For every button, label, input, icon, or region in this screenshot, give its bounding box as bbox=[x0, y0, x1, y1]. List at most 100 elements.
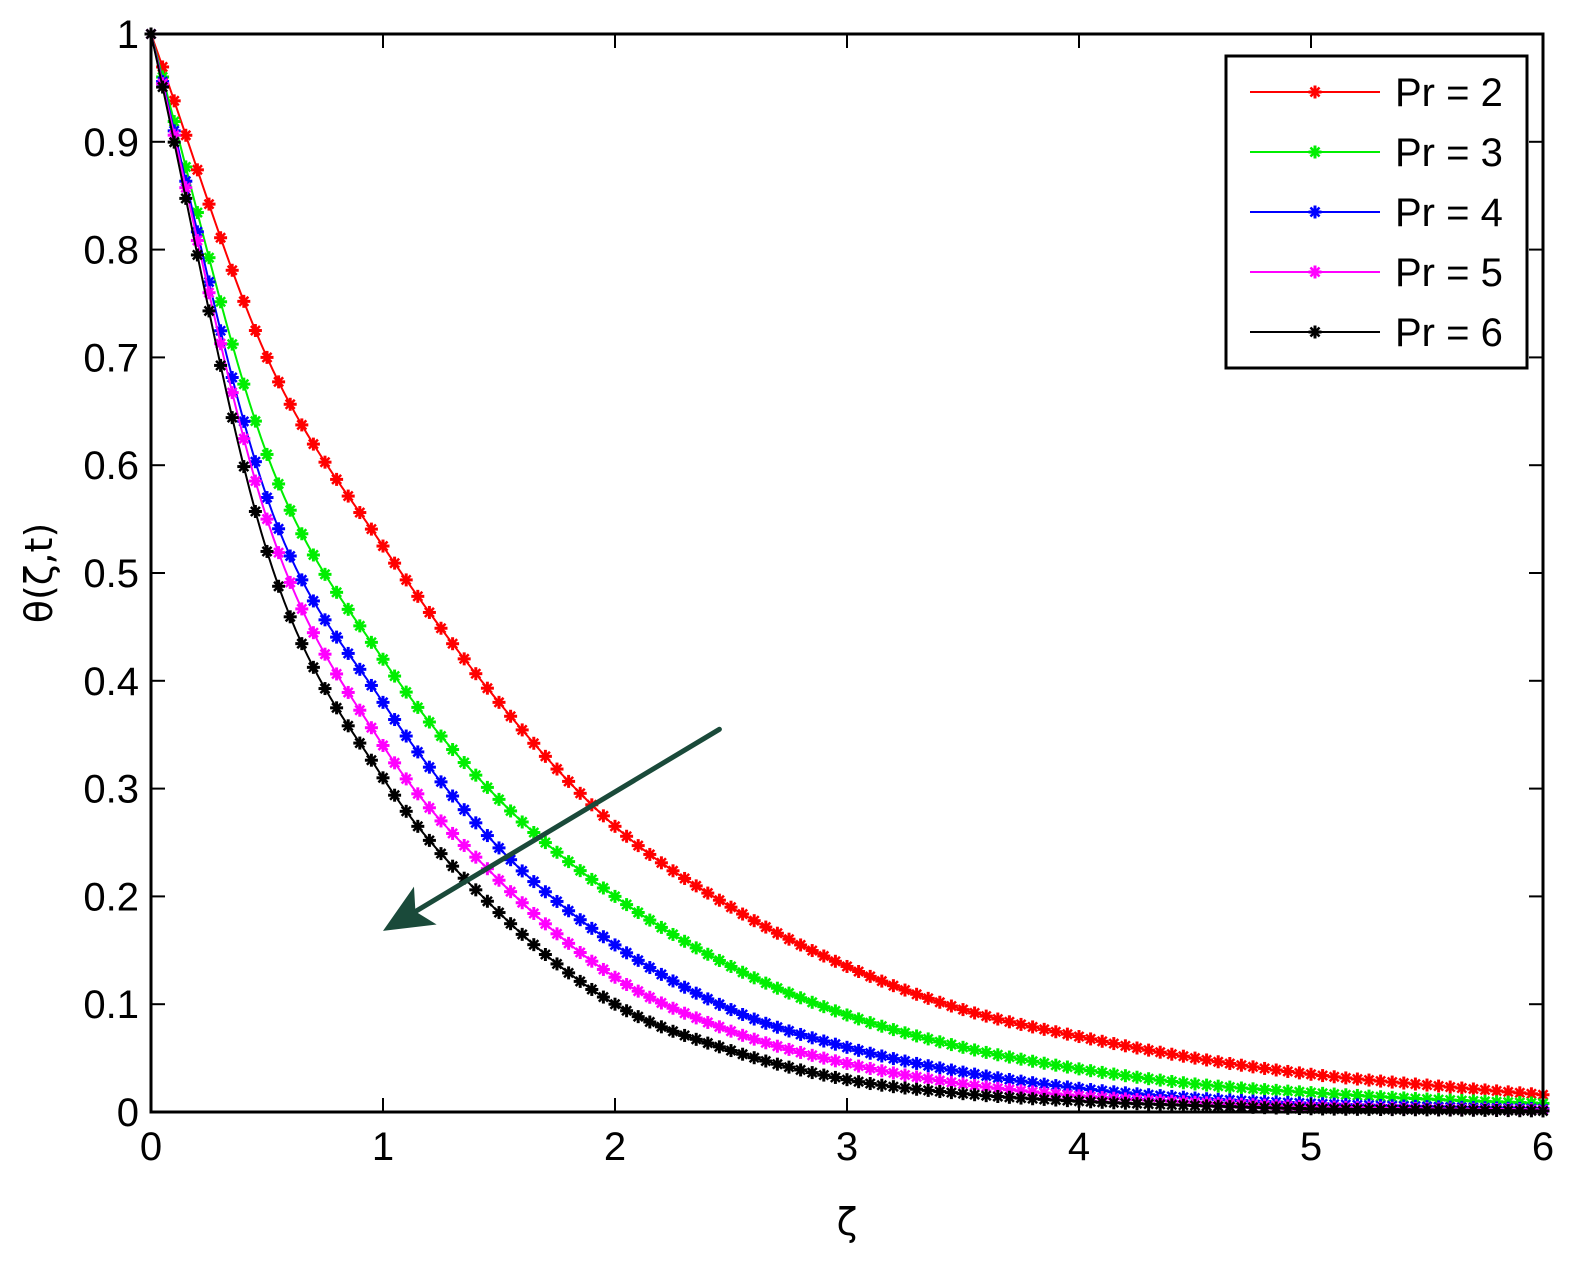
series-marker bbox=[515, 815, 529, 829]
series-marker bbox=[910, 1082, 924, 1096]
series-marker bbox=[678, 1028, 692, 1042]
series-marker bbox=[504, 917, 518, 931]
series-marker bbox=[1072, 1030, 1086, 1044]
series-marker bbox=[933, 1035, 947, 1049]
series-marker bbox=[411, 819, 425, 833]
legend-marker bbox=[1308, 205, 1322, 219]
series-marker bbox=[782, 1024, 796, 1038]
series-marker bbox=[260, 350, 274, 364]
series-marker bbox=[446, 826, 460, 840]
series-marker bbox=[295, 418, 309, 432]
series-marker bbox=[956, 1065, 970, 1079]
series-marker bbox=[562, 904, 576, 918]
series-marker bbox=[318, 567, 332, 581]
series-marker bbox=[678, 1006, 692, 1020]
series-marker bbox=[272, 579, 286, 593]
series-marker bbox=[933, 1085, 947, 1099]
series-marker bbox=[654, 1020, 668, 1034]
series-marker bbox=[747, 1051, 761, 1065]
series-marker bbox=[770, 981, 784, 995]
series-marker bbox=[736, 1008, 750, 1022]
series-marker bbox=[469, 883, 483, 897]
series-marker bbox=[480, 894, 494, 908]
series-marker bbox=[492, 841, 506, 855]
series-marker bbox=[411, 589, 425, 603]
series-marker bbox=[782, 932, 796, 946]
series-marker bbox=[1049, 1025, 1063, 1039]
series-marker bbox=[306, 594, 320, 608]
x-tick-label: 0 bbox=[140, 1125, 162, 1169]
series-marker bbox=[469, 816, 483, 830]
series-marker bbox=[527, 875, 541, 889]
series-marker bbox=[1211, 1099, 1225, 1113]
series-marker bbox=[341, 489, 355, 503]
series-marker bbox=[1304, 1067, 1318, 1081]
series-marker bbox=[979, 1045, 993, 1059]
series-marker bbox=[666, 1001, 680, 1015]
series-marker bbox=[538, 885, 552, 899]
series-marker bbox=[214, 358, 228, 372]
series-marker bbox=[840, 959, 854, 973]
series-marker bbox=[1246, 1060, 1260, 1074]
series-marker bbox=[1211, 1079, 1225, 1093]
series-marker bbox=[1002, 1015, 1016, 1029]
y-tick-label: 0.2 bbox=[83, 875, 139, 919]
series-marker bbox=[1200, 1053, 1214, 1067]
series-marker bbox=[654, 920, 668, 934]
series-marker bbox=[515, 896, 529, 910]
y-tick-label: 0.8 bbox=[83, 229, 139, 273]
series-marker bbox=[863, 1046, 877, 1060]
series-marker bbox=[306, 548, 320, 562]
series-marker bbox=[341, 719, 355, 733]
series-marker bbox=[1107, 1096, 1121, 1110]
series-marker bbox=[689, 1011, 703, 1025]
series-marker bbox=[1049, 1093, 1063, 1107]
series-marker bbox=[446, 743, 460, 757]
series-marker bbox=[991, 1090, 1005, 1104]
series-marker bbox=[805, 1048, 819, 1062]
series-marker bbox=[608, 970, 622, 984]
series-marker bbox=[1374, 1103, 1388, 1117]
series-marker bbox=[620, 898, 634, 912]
series-marker bbox=[341, 602, 355, 616]
series-marker bbox=[805, 944, 819, 958]
series-marker bbox=[1385, 1075, 1399, 1089]
series-marker bbox=[272, 522, 286, 536]
series-marker bbox=[504, 885, 518, 899]
series-marker bbox=[608, 997, 622, 1011]
series-marker bbox=[747, 1012, 761, 1026]
series-marker bbox=[1443, 1103, 1457, 1117]
series-marker bbox=[794, 938, 808, 952]
series-marker bbox=[770, 1020, 784, 1034]
series-marker bbox=[747, 971, 761, 985]
series-marker bbox=[388, 556, 402, 570]
series-marker bbox=[1037, 1022, 1051, 1036]
series-marker bbox=[585, 954, 599, 968]
series-marker bbox=[747, 1032, 761, 1046]
series-marker bbox=[1176, 1049, 1190, 1063]
series-marker bbox=[991, 1012, 1005, 1026]
series-marker bbox=[1327, 1070, 1341, 1084]
series-marker bbox=[573, 786, 587, 800]
series-marker bbox=[759, 1036, 773, 1050]
series-marker bbox=[364, 678, 378, 692]
series-marker bbox=[260, 447, 274, 461]
series-marker bbox=[875, 1064, 889, 1078]
series-marker bbox=[260, 544, 274, 558]
y-axis-label: θ(ζ,t) bbox=[17, 523, 61, 624]
series-marker bbox=[620, 977, 634, 991]
series-marker bbox=[898, 1081, 912, 1095]
series-marker bbox=[678, 871, 692, 885]
series-marker bbox=[515, 927, 529, 941]
series-marker bbox=[933, 1061, 947, 1075]
series-marker bbox=[724, 1024, 738, 1038]
series-marker bbox=[1188, 1099, 1202, 1113]
series-marker bbox=[527, 938, 541, 952]
series-marker bbox=[678, 980, 692, 994]
series-marker bbox=[422, 605, 436, 619]
plot-frame bbox=[149, 32, 1545, 1114]
series-marker bbox=[1142, 1072, 1156, 1086]
series-marker bbox=[689, 941, 703, 955]
series-marker bbox=[364, 721, 378, 735]
